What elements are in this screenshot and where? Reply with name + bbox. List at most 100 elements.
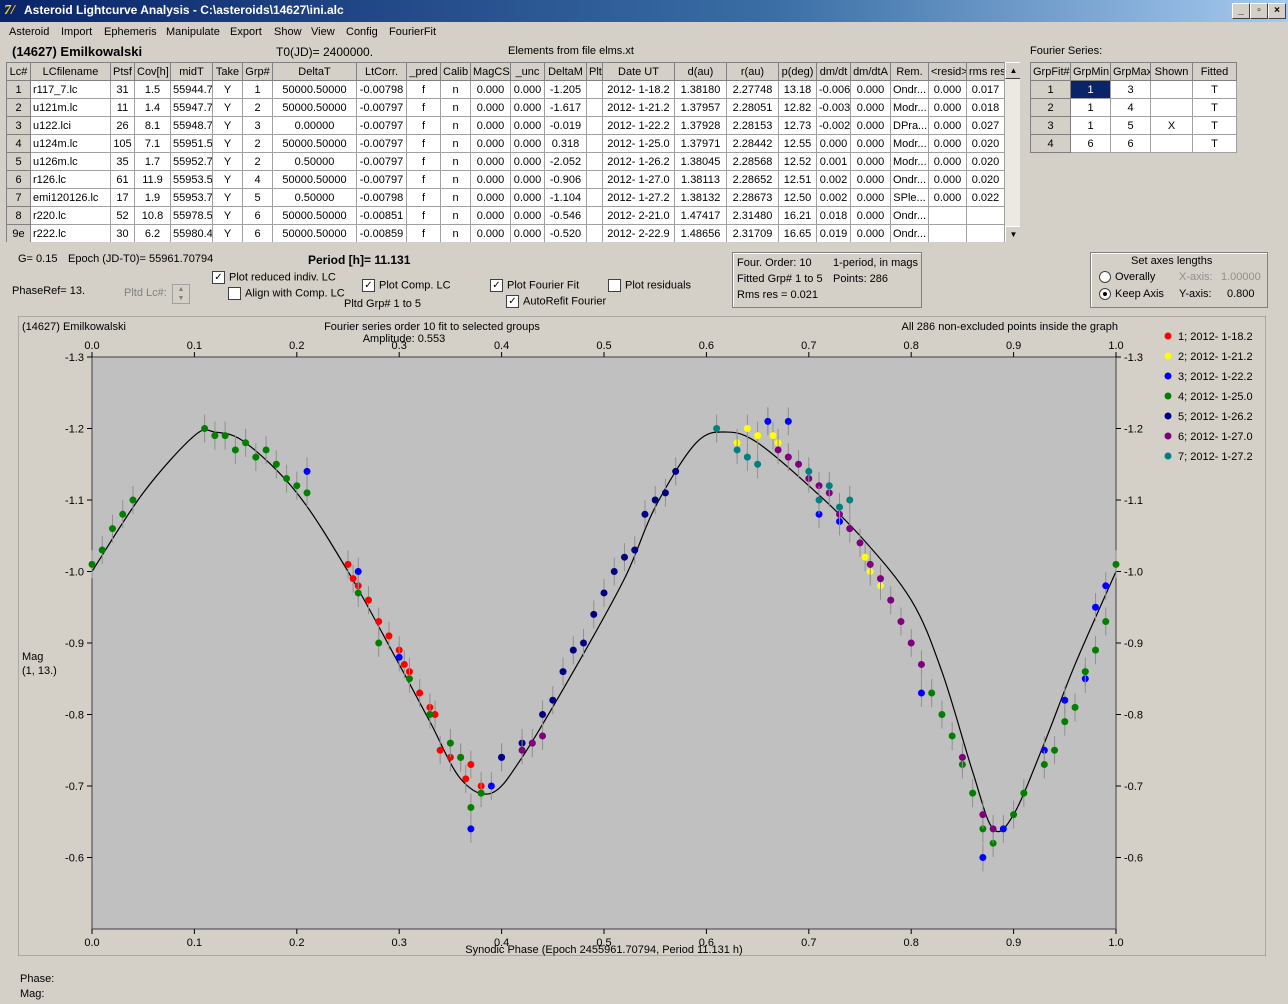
table-cell[interactable]: 1.37928 [674, 116, 727, 135]
fourier-col-header[interactable]: GrpMax [1110, 62, 1151, 81]
table-cell[interactable]: 0.002 [816, 188, 851, 207]
table-cell[interactable]: 6.2 [134, 224, 171, 242]
table-cell[interactable] [1150, 134, 1193, 153]
plot-residuals-checkbox[interactable]: Plot residuals [608, 279, 691, 292]
table-cell[interactable]: 0.000 [928, 170, 967, 189]
table-cell[interactable] [1150, 80, 1193, 99]
table-cell[interactable] [586, 206, 603, 225]
menu-fourierfit[interactable]: FourierFit [389, 26, 437, 38]
table-cell[interactable]: -0.00797 [356, 170, 407, 189]
table-cell[interactable]: 0.027 [966, 116, 1005, 135]
table-cell[interactable]: -0.00797 [356, 152, 407, 171]
lc-col-header[interactable]: rms res [966, 62, 1005, 81]
menu-manipulate[interactable]: Manipulate [166, 26, 220, 38]
table-cell[interactable]: 55951.5 [170, 134, 213, 153]
table-cell[interactable]: -0.003 [816, 98, 851, 117]
table-cell[interactable]: 12.55 [778, 134, 817, 153]
table-cell[interactable]: 3 [242, 116, 273, 135]
table-cell[interactable]: f [406, 98, 441, 117]
table-row[interactable]: 7 emi120126.lc 17 1.9 55953.7 Y 5 0.50000 -0.007… [6, 188, 1005, 207]
table-cell[interactable] [586, 134, 603, 153]
table-cell[interactable]: 0.000 [510, 134, 545, 153]
table-cell[interactable]: 55947.7 [170, 98, 213, 117]
table-cell[interactable]: 0.020 [966, 152, 1005, 171]
table-cell[interactable]: Ondr... [890, 206, 929, 225]
table-cell[interactable]: 2012- 2-21.0 [602, 206, 675, 225]
table-cell[interactable]: -0.00798 [356, 80, 407, 99]
table-cell[interactable]: f [406, 116, 441, 135]
close-button[interactable]: × [1268, 3, 1286, 19]
table-cell[interactable]: 8.1 [134, 116, 171, 135]
table-cell[interactable]: 10.8 [134, 206, 171, 225]
table-cell[interactable]: 12.52 [778, 152, 817, 171]
table-cell[interactable]: 55953.5 [170, 170, 213, 189]
table-cell[interactable]: 6 [1070, 134, 1111, 153]
table-cell[interactable]: 0.020 [966, 170, 1005, 189]
table-cell[interactable]: Modr... [890, 98, 929, 117]
lc-col-header[interactable]: Grp# [242, 62, 273, 81]
table-cell[interactable]: 2012- 1-21.2 [602, 98, 675, 117]
table-cell[interactable]: 2.28442 [726, 134, 779, 153]
fourier-col-header[interactable]: GrpFit# [1030, 62, 1071, 81]
table-cell[interactable]: 50000.50000 [272, 170, 357, 189]
table-cell[interactable]: 0.000 [470, 98, 511, 117]
table-cell[interactable]: 0.022 [966, 188, 1005, 207]
lc-col-header[interactable]: Ptsf [110, 62, 135, 81]
table-cell[interactable]: 1.38132 [674, 188, 727, 207]
table-cell[interactable]: f [406, 224, 441, 242]
table-cell[interactable]: u126m.lc [30, 152, 111, 171]
lc-col-header[interactable]: Plt [586, 62, 603, 81]
menu-ephemeris[interactable]: Ephemeris [104, 26, 157, 38]
table-cell[interactable]: 35 [110, 152, 135, 171]
table-cell[interactable]: 12.50 [778, 188, 817, 207]
lc-col-header[interactable]: midT [170, 62, 213, 81]
table-cell[interactable]: n [440, 116, 471, 135]
maximize-button[interactable]: ▫ [1250, 3, 1268, 19]
table-cell[interactable]: n [440, 206, 471, 225]
table-cell[interactable]: 0.000 [470, 116, 511, 135]
table-cell[interactable]: 0.001 [816, 152, 851, 171]
table-cell[interactable]: 0.000 [470, 152, 511, 171]
scroll-down-icon[interactable]: ▼ [1005, 226, 1020, 242]
table-scrollbar[interactable]: ▲ ▼ [1004, 62, 1020, 242]
table-cell[interactable]: 0.000 [850, 98, 891, 117]
xaxis-value[interactable]: 1.00000 [1221, 271, 1261, 283]
table-cell[interactable]: 1.7 [134, 152, 171, 171]
table-cell[interactable]: 2.28051 [726, 98, 779, 117]
table-cell[interactable]: 2.28568 [726, 152, 779, 171]
table-cell[interactable]: f [406, 170, 441, 189]
table-cell[interactable]: n [440, 80, 471, 99]
table-cell[interactable]: 2.27748 [726, 80, 779, 99]
table-cell[interactable] [586, 170, 603, 189]
lc-col-header[interactable]: dm/dtA [850, 62, 891, 81]
row-header[interactable]: 6 [6, 170, 31, 189]
table-cell[interactable]: Y [212, 224, 243, 242]
table-cell[interactable]: 1.4 [134, 98, 171, 117]
table-cell[interactable]: r117_7.lc [30, 80, 111, 99]
table-cell[interactable]: 0.000 [850, 116, 891, 135]
table-cell[interactable]: 55952.7 [170, 152, 213, 171]
table-cell[interactable]: 0.000 [470, 170, 511, 189]
table-cell[interactable]: -1.617 [544, 98, 587, 117]
table-cell[interactable]: 55980.4 [170, 224, 213, 242]
row-header[interactable]: 1 [6, 80, 31, 99]
table-row[interactable]: 6 r126.lc 61 11.9 55953.5 Y 4 50000.50000 -0.007… [6, 170, 1005, 189]
fourier-col-header[interactable]: GrpMin [1070, 62, 1111, 81]
table-cell[interactable]: u121m.lc [30, 98, 111, 117]
table-cell[interactable]: n [440, 224, 471, 242]
table-cell[interactable]: 0.000 [928, 152, 967, 171]
table-cell[interactable]: 0.018 [816, 206, 851, 225]
table-cell[interactable]: f [406, 80, 441, 99]
table-cell[interactable]: Modr... [890, 134, 929, 153]
table-cell[interactable]: -0.00797 [356, 134, 407, 153]
table-cell[interactable]: -0.906 [544, 170, 587, 189]
menu-view[interactable]: View [311, 26, 335, 38]
minimize-button[interactable]: _ [1232, 3, 1250, 19]
table-cell[interactable]: 12.51 [778, 170, 817, 189]
table-row[interactable]: 1 r117_7.lc 31 1.5 55944.7 Y 1 50000.50000 -0.00… [6, 80, 1005, 99]
row-header[interactable]: 3 [1030, 116, 1071, 135]
table-cell[interactable]: X [1150, 116, 1193, 135]
table-cell[interactable]: -0.00797 [356, 116, 407, 135]
row-header[interactable]: 4 [1030, 134, 1071, 153]
